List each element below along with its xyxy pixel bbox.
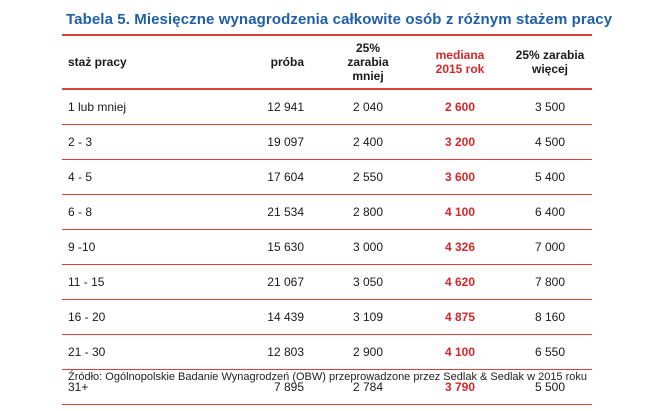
cell-mediana: 3 790 [444, 380, 476, 394]
cell-25-wiecej: 7 000 [534, 240, 566, 254]
header-label: próba [270, 55, 304, 69]
salary-table: staż pracy próba 25% zarabia mniej media… [62, 34, 592, 405]
cell-25-mniej: 2 784 [352, 380, 384, 394]
cell-proba: 17 604 [267, 170, 304, 184]
table-row: 6 - 8 21 534 2 800 4 100 6 400 [62, 195, 592, 230]
cell-staz: 1 lub mniej [68, 100, 127, 114]
cell-25-wiecej: 5 400 [534, 170, 566, 184]
table-header-row: staż pracy próba 25% zarabia mniej media… [62, 34, 592, 90]
cell-mediana: 3 200 [444, 135, 476, 149]
cell-mediana: 4 100 [444, 345, 476, 359]
header-mediana: mediana 2015 rok [418, 36, 502, 88]
cell-25-mniej: 3 000 [352, 240, 384, 254]
cell-staz: 21 - 30 [68, 345, 106, 359]
cell-staz: 2 - 3 [68, 135, 93, 149]
cell-proba: 14 439 [267, 310, 304, 324]
header-25-mniej: 25% zarabia mniej [330, 36, 406, 88]
header-label: 25% zarabia więcej [515, 48, 585, 76]
cell-25-wiecej: 5 500 [534, 380, 566, 394]
table-row: 4 - 5 17 604 2 550 3 600 5 400 [62, 160, 592, 195]
cell-25-mniej: 3 050 [352, 275, 384, 289]
cell-mediana: 2 600 [444, 100, 476, 114]
cell-proba: 7 895 [273, 380, 304, 394]
cell-25-wiecej: 6 400 [534, 205, 566, 219]
cell-25-wiecej: 4 500 [534, 135, 566, 149]
table-row: 16 - 20 14 439 3 109 4 875 8 160 [62, 300, 592, 335]
cell-25-wiecej: 8 160 [534, 310, 566, 324]
cell-staz: 11 - 15 [68, 275, 105, 289]
cell-mediana: 3 600 [444, 170, 476, 184]
cell-proba: 21 534 [267, 205, 304, 219]
cell-25-mniej: 2 900 [352, 345, 384, 359]
cell-proba: 12 941 [267, 100, 304, 114]
cell-25-mniej: 2 400 [352, 135, 384, 149]
cell-staz: 6 - 8 [68, 205, 93, 219]
cell-25-wiecej: 6 550 [534, 345, 566, 359]
header-label: 25% zarabia mniej [347, 41, 389, 83]
table-row: 2 - 3 19 097 2 400 3 200 4 500 [62, 125, 592, 160]
table-title: Tabela 5. Miesięczne wynagrodzenia całko… [66, 11, 613, 28]
cell-proba: 19 097 [267, 135, 304, 149]
cell-staz: 4 - 5 [68, 170, 93, 184]
cell-25-wiecej: 7 800 [534, 275, 566, 289]
cell-mediana: 4 875 [444, 310, 476, 324]
header-label: staż pracy [68, 55, 127, 69]
cell-mediana: 4 620 [444, 275, 476, 289]
table-row: 9 -10 15 630 3 000 4 326 7 000 [62, 230, 592, 265]
cell-25-mniej: 3 109 [352, 310, 384, 324]
header-proba: próba [222, 36, 304, 88]
cell-proba: 15 630 [267, 240, 304, 254]
cell-25-mniej: 2 040 [352, 100, 384, 114]
source-note: Źródło: Ogólnopolskie Badanie Wynagrodze… [68, 371, 588, 383]
cell-staz: 31+ [68, 380, 89, 394]
table-row: 21 - 30 12 803 2 900 4 100 6 550 [62, 335, 592, 370]
cell-proba: 12 803 [267, 345, 304, 359]
table-row: 11 - 15 21 067 3 050 4 620 7 800 [62, 265, 592, 300]
header-label: mediana 2015 rok [435, 48, 485, 76]
header-staz-pracy: staż pracy [68, 36, 218, 88]
cell-proba: 21 067 [267, 275, 304, 289]
cell-25-wiecej: 3 500 [534, 100, 566, 114]
table-row: 1 lub mniej 12 941 2 040 2 600 3 500 [62, 90, 592, 125]
cell-staz: 9 -10 [68, 240, 96, 254]
cell-mediana: 4 326 [444, 240, 476, 254]
cell-staz: 16 - 20 [68, 310, 106, 324]
cell-25-mniej: 2 550 [352, 170, 384, 184]
cell-25-mniej: 2 800 [352, 205, 384, 219]
cell-mediana: 4 100 [444, 205, 476, 219]
header-25-wiecej: 25% zarabia więcej [502, 36, 598, 88]
table-row: 31+ 7 895 2 784 3 790 5 500 [62, 370, 592, 405]
